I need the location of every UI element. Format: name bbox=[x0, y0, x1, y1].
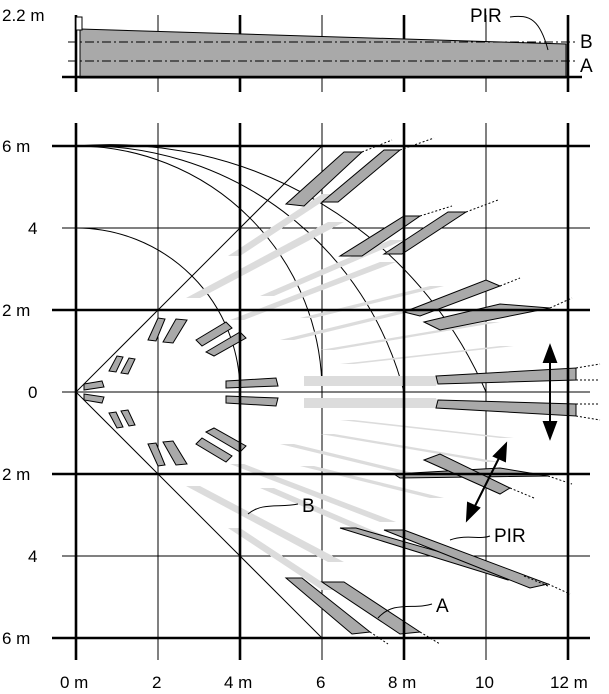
top-view: B PIR A 6 m 4 2 m 0 2 m 4 6 m 0 m 2 4 m … bbox=[2, 123, 601, 692]
side-view-detection-zone bbox=[79, 28, 567, 79]
x-axis-labels: 0 m 2 4 m 6 8 m 10 12 m bbox=[60, 673, 588, 692]
side-beam-b-label: B bbox=[580, 32, 593, 53]
x-label-2: 2 bbox=[152, 673, 161, 692]
x-label-6: 6 bbox=[316, 673, 325, 692]
side-pir-leader bbox=[509, 15, 549, 51]
pir-sensor-icon bbox=[75, 16, 83, 31]
callout-b-leader bbox=[247, 503, 299, 515]
y-label-2m-top: 2 m bbox=[2, 301, 30, 320]
x-label-8m: 8 m bbox=[388, 673, 416, 692]
callout-pir-label: PIR bbox=[494, 526, 526, 547]
x-label-0m: 0 m bbox=[60, 673, 88, 692]
y-label-2m-bottom: 2 m bbox=[2, 465, 30, 484]
height-label: 2.2 m bbox=[2, 6, 45, 25]
top-view-major-grid bbox=[52, 123, 590, 660]
side-pir-label: PIR bbox=[470, 6, 502, 27]
y-label-0: 0 bbox=[28, 383, 37, 402]
y-label-6m-bottom: 6 m bbox=[2, 629, 30, 648]
callout-a-leader bbox=[377, 603, 433, 619]
y-label-4-bottom: 4 bbox=[28, 547, 37, 566]
y-label-4-top: 4 bbox=[28, 219, 37, 238]
y-axis-labels: 6 m 4 2 m 0 2 m 4 6 m bbox=[2, 137, 37, 648]
x-label-4m: 4 m bbox=[224, 673, 252, 692]
side-view: 2.2 m PIR B A bbox=[2, 6, 593, 92]
callout-b-label: B bbox=[302, 496, 315, 517]
callout-a-label: A bbox=[436, 596, 449, 617]
side-beam-a-label: A bbox=[580, 56, 593, 77]
callout-pir-leader bbox=[449, 535, 491, 541]
adjust-arrows bbox=[465, 343, 558, 523]
coverage-boundaries bbox=[75, 144, 487, 639]
y-label-6m-top: 6 m bbox=[2, 137, 30, 156]
x-label-12m: 12 m bbox=[550, 673, 588, 692]
x-label-10: 10 bbox=[475, 673, 494, 692]
